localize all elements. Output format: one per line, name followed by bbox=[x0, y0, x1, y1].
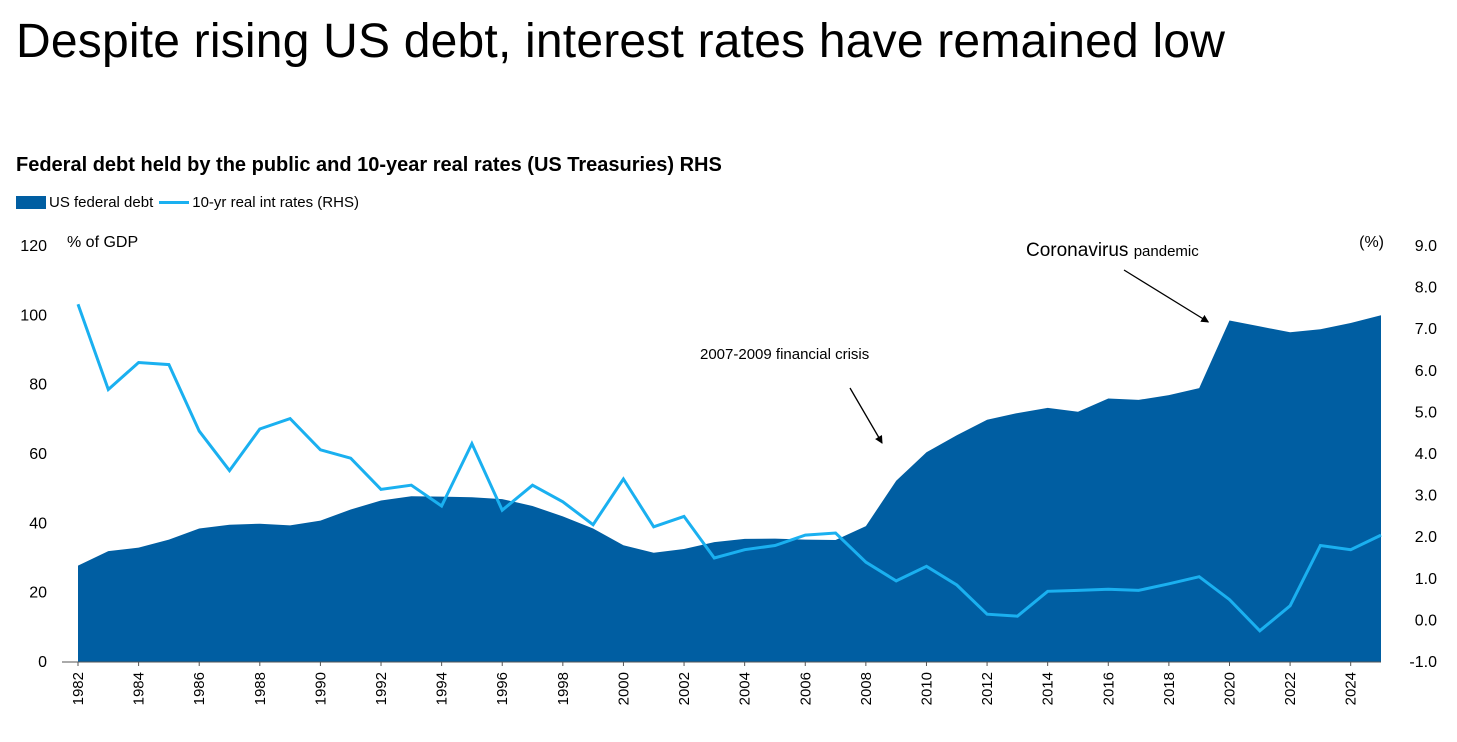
y-right-tick-label: 7.0 bbox=[1415, 321, 1437, 338]
x-tick-label: 2004 bbox=[737, 672, 754, 705]
annotation-arrow-financial-crisis bbox=[849, 387, 883, 444]
annotation-coronavirus-main: Coronavirus bbox=[1026, 240, 1134, 261]
y-right-tick-label: 4.0 bbox=[1415, 446, 1437, 463]
debt-area bbox=[78, 315, 1381, 662]
x-tick-label: 2010 bbox=[918, 672, 935, 705]
page-title: Despite rising US debt, interest rates h… bbox=[16, 15, 1226, 68]
y-left-tick-label: 60 bbox=[29, 446, 47, 463]
annotation-coronavirus: Coronavirus pandemic bbox=[1026, 240, 1199, 261]
x-tick-label: 1994 bbox=[434, 672, 451, 705]
y-right-tick-label: 1.0 bbox=[1415, 571, 1437, 588]
legend-label-debt: US federal debt bbox=[49, 194, 154, 211]
y-right-tick-label: 9.0 bbox=[1415, 238, 1437, 255]
x-tick-label: 1992 bbox=[373, 672, 390, 705]
y-left-tick-label: 20 bbox=[29, 585, 47, 602]
legend-swatch-line bbox=[159, 201, 190, 204]
legend-item-debt: US federal debt bbox=[16, 194, 153, 211]
x-tick-label: 2000 bbox=[615, 672, 632, 705]
x-tick-label: 2014 bbox=[1040, 672, 1057, 705]
y-left-tick-label: 80 bbox=[29, 377, 47, 394]
x-tick-label: 1982 bbox=[70, 672, 87, 705]
y-left-axis-label: % of GDP bbox=[67, 234, 138, 251]
legend-item-rates: 10-yr real int rates (RHS) bbox=[159, 194, 359, 211]
legend-label-rates: 10-yr real int rates (RHS) bbox=[192, 194, 359, 211]
x-tick-label: 1984 bbox=[131, 672, 148, 705]
x-tick-label: 2016 bbox=[1100, 672, 1117, 705]
x-tick-label: 1990 bbox=[312, 672, 329, 705]
y-left-tick-label: 40 bbox=[29, 515, 47, 532]
y-left-tick-label: 0 bbox=[38, 654, 47, 671]
x-tick-label: 1998 bbox=[555, 672, 572, 705]
x-tick-label: 2018 bbox=[1161, 672, 1178, 705]
y-right-tick-label: 5.0 bbox=[1415, 404, 1437, 421]
x-tick-label: 2012 bbox=[979, 672, 996, 705]
x-tick-label: 2008 bbox=[858, 672, 875, 705]
y-right-axis-label: (%) bbox=[1359, 234, 1384, 251]
y-right-tick-label: -1.0 bbox=[1409, 654, 1437, 671]
x-tick-label: 2022 bbox=[1282, 672, 1299, 705]
x-tick-label: 2020 bbox=[1221, 672, 1238, 705]
y-right-tick-label: 8.0 bbox=[1415, 280, 1437, 297]
legend-swatch-area bbox=[16, 196, 46, 209]
annotation-coronavirus-small: pandemic bbox=[1134, 243, 1200, 260]
y-left-tick-label: 100 bbox=[20, 307, 47, 324]
x-tick-label: 2006 bbox=[797, 672, 814, 705]
x-tick-label: 1996 bbox=[494, 672, 511, 705]
y-left-tick-label: 120 bbox=[20, 238, 47, 255]
annotation-financial-crisis: 2007-2009 financial crisis bbox=[700, 346, 869, 363]
y-right-tick-label: 2.0 bbox=[1415, 529, 1437, 546]
annotation-arrow-coronavirus bbox=[1123, 269, 1210, 323]
x-tick-label: 1986 bbox=[191, 672, 208, 705]
y-right-tick-label: 6.0 bbox=[1415, 363, 1437, 380]
x-tick-label: 2024 bbox=[1343, 672, 1360, 705]
y-right-tick-label: 0.0 bbox=[1415, 612, 1437, 629]
y-right-tick-label: 3.0 bbox=[1415, 488, 1437, 505]
real-rates-line bbox=[76, 303, 1382, 633]
x-tick-label: 2002 bbox=[676, 672, 693, 705]
chart-title: Federal debt held by the public and 10-y… bbox=[16, 154, 722, 176]
legend: US federal debt 10-yr real int rates (RH… bbox=[16, 194, 365, 211]
x-tick-label: 1988 bbox=[252, 672, 269, 705]
